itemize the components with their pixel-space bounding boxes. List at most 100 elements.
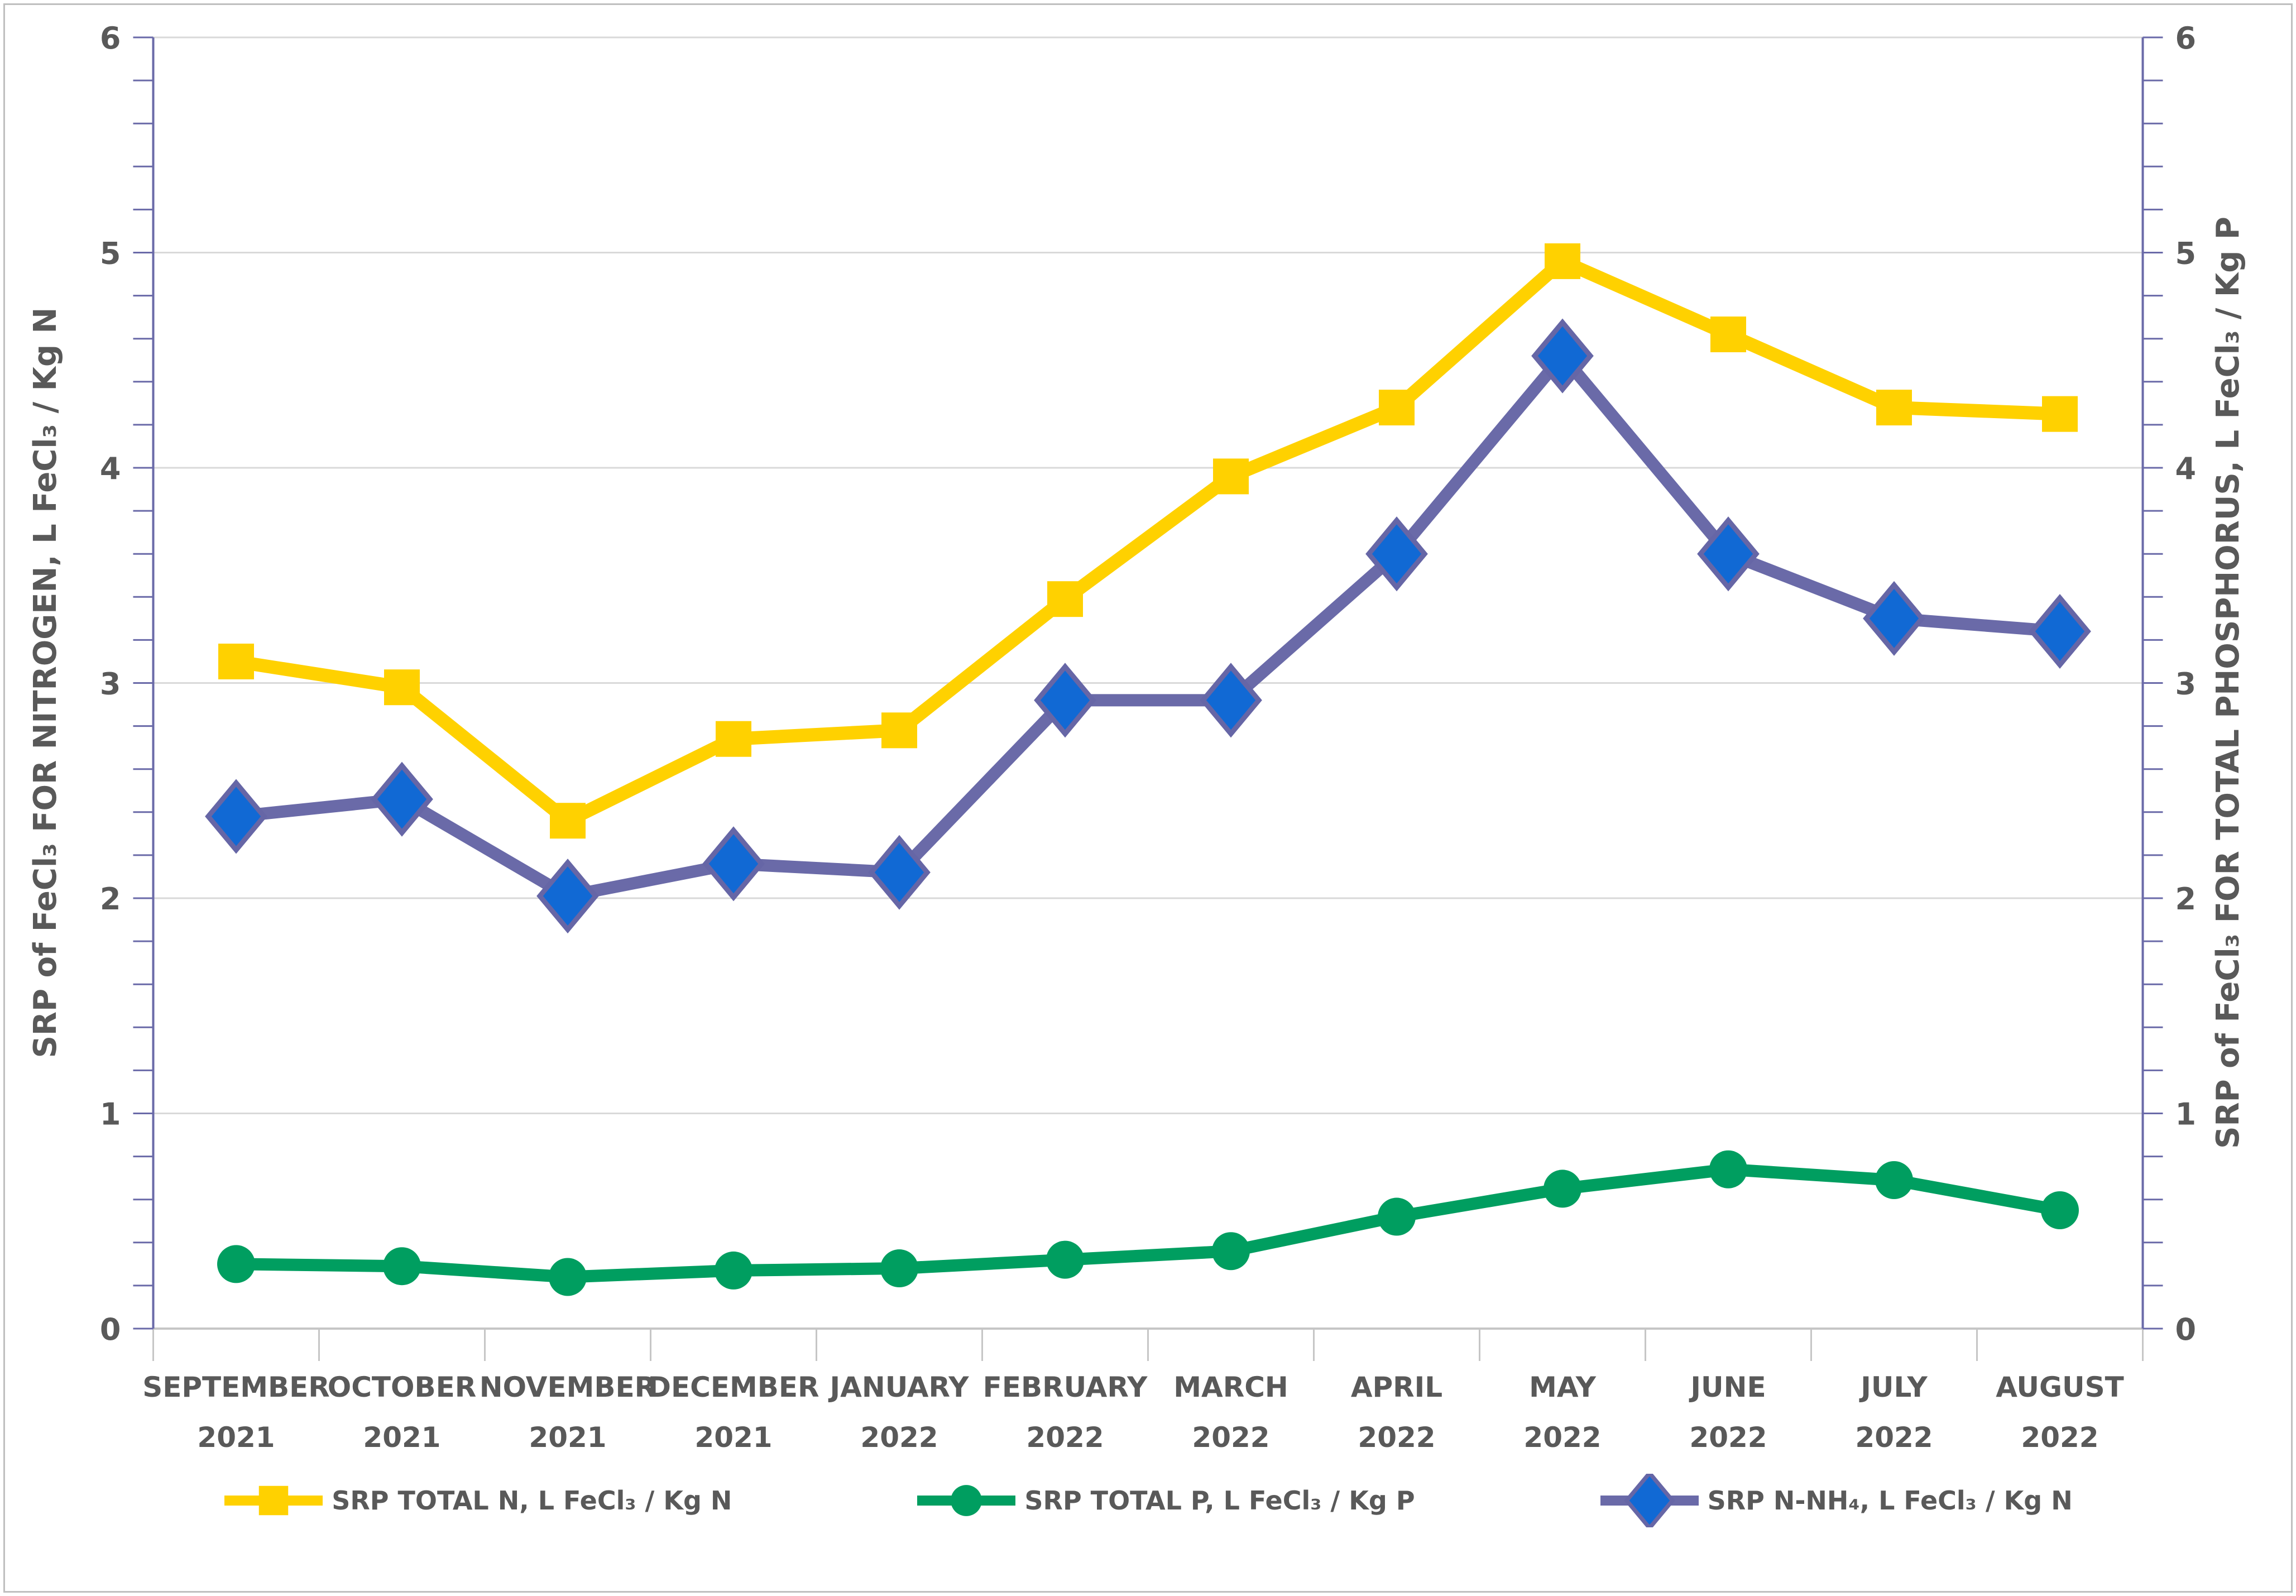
data-point-circle xyxy=(1544,1170,1581,1208)
data-point-square xyxy=(1047,581,1083,617)
x-axis-label-month: JANUARY xyxy=(828,1371,970,1403)
data-point-circle xyxy=(549,1258,587,1296)
series-1 xyxy=(218,243,2078,839)
data-point-diamond xyxy=(1531,318,1594,394)
y-axis-left-tick-label: 4 xyxy=(100,451,121,486)
y-axis-right-title: SRP of FeCl₃ FOR TOTAL PHOSPHORUS, L FeC… xyxy=(2210,217,2246,1149)
data-point-square xyxy=(384,669,420,706)
x-axis-label-month: JULY xyxy=(1859,1371,1928,1403)
x-axis-label-month: FEBRUARY xyxy=(983,1371,1148,1403)
legend-marker-circle-icon xyxy=(917,1485,1016,1516)
legend-item: SRP N-NH₄, L FeCl₃ / Kg N xyxy=(1599,1474,2073,1527)
y-axis-left-tick-label: 6 xyxy=(100,21,121,56)
series-layer xyxy=(205,243,2091,1296)
data-point-square xyxy=(881,712,917,749)
y-axis-right-tick-label: 6 xyxy=(2175,21,2197,56)
x-axis-label-year: 2022 xyxy=(1192,1421,1269,1454)
legend-label: SRP TOTAL P, L FeCl₃ / Kg P xyxy=(1024,1485,1415,1516)
x-axis-label-month: APRIL xyxy=(1351,1371,1442,1403)
legend-item: SRP TOTAL P, L FeCl₃ / Kg P xyxy=(916,1474,1415,1527)
chart-legend: SRP TOTAL N, L FeCl₃ / Kg N SRP TOTAL P, … xyxy=(0,1474,2296,1527)
data-point-square xyxy=(259,1485,289,1516)
x-axis-label-year: 2021 xyxy=(363,1421,440,1454)
data-point-circle xyxy=(1875,1161,1913,1200)
series-line xyxy=(230,1163,2066,1283)
x-axis-label-month: MARCH xyxy=(1173,1371,1288,1403)
x-axis-label-year: 2022 xyxy=(1855,1421,1933,1454)
data-point-diamond xyxy=(536,859,599,934)
y-axis-right-tick-label: 4 xyxy=(2175,451,2197,486)
x-axis-label-year: 2021 xyxy=(197,1421,275,1454)
x-axis-label-year: 2022 xyxy=(1358,1421,1435,1454)
data-point-circle xyxy=(951,1485,982,1516)
y-axis-right-tick-label: 5 xyxy=(2175,236,2197,271)
legend-item: SRP TOTAL N, L FeCl₃ / Kg N xyxy=(223,1474,732,1527)
x-axis-label-month: SEPTEMBER xyxy=(142,1371,330,1403)
x-axis-label-year: 2022 xyxy=(2021,1421,2098,1454)
data-point-circle xyxy=(217,1245,255,1283)
data-point-diamond xyxy=(1623,1474,1675,1527)
y-axis-left-tick-label: 0 xyxy=(100,1312,121,1347)
legend-marker-square-icon xyxy=(224,1485,323,1516)
legend-label: SRP N-NH₄, L FeCl₃ / Kg N xyxy=(1707,1485,2073,1516)
data-point-diamond xyxy=(2029,593,2091,669)
series-2 xyxy=(217,1150,2079,1296)
data-point-diamond xyxy=(702,826,765,902)
data-point-square xyxy=(716,721,751,757)
x-axis-label-month: OCTOBER xyxy=(328,1371,477,1403)
data-point-square xyxy=(1379,390,1415,426)
y-axis-left-title: SRP of FeCl₃ FOR NITROGEN, L FeCl₃ / Kg … xyxy=(27,308,64,1058)
legend-marker-diamond-icon xyxy=(1600,1474,1699,1527)
data-point-square xyxy=(550,803,586,839)
series-3 xyxy=(205,318,2091,934)
data-point-circle xyxy=(1046,1240,1084,1279)
data-point-square xyxy=(1876,390,1912,426)
x-axis-label-year: 2022 xyxy=(1523,1421,1601,1454)
axis-tick-labels: 0 0 1 1 2 2 3 3 4 4 5 5 6 6 xyxy=(100,21,2196,1347)
y-axis-right-tick-label: 0 xyxy=(2175,1312,2197,1347)
data-point-square xyxy=(218,643,254,679)
series-line xyxy=(230,349,2066,903)
y-axis-right-tick-label: 2 xyxy=(2175,881,2197,917)
x-axis-label-month: MAY xyxy=(1529,1371,1597,1403)
data-point-circle xyxy=(383,1247,421,1286)
y-axis-left-tick-label: 3 xyxy=(100,667,121,702)
y-axis-left-tick-label: 1 xyxy=(100,1097,121,1132)
x-axis-label-month: JUNE xyxy=(1689,1371,1766,1403)
series-line xyxy=(229,254,2067,828)
x-axis-label-month: DECEMBER xyxy=(648,1371,819,1403)
x-axis-label-year: 2021 xyxy=(529,1421,606,1454)
data-point-diamond xyxy=(1697,516,1760,592)
data-point-circle xyxy=(2041,1191,2079,1229)
data-point-diamond xyxy=(868,835,931,910)
data-point-square xyxy=(1213,458,1249,495)
data-point-diamond xyxy=(1863,581,1925,656)
data-point-diamond xyxy=(371,761,433,837)
y-axis-left-tick-label: 5 xyxy=(100,236,121,271)
data-point-square xyxy=(1545,243,1580,279)
x-axis-label-year: 2022 xyxy=(1026,1421,1104,1454)
data-point-circle xyxy=(715,1251,752,1290)
y-axis-right-tick-label: 3 xyxy=(2175,667,2197,702)
data-point-square xyxy=(2042,396,2078,432)
data-point-diamond xyxy=(1200,663,1262,738)
x-axis-label-month: AUGUST xyxy=(1996,1371,2124,1403)
data-point-diamond xyxy=(1034,663,1096,738)
x-axis-label-month: NOVEMBER xyxy=(480,1371,656,1403)
data-point-diamond xyxy=(205,779,267,854)
data-point-circle xyxy=(1378,1197,1416,1236)
x-axis-label-year: 2022 xyxy=(1689,1421,1767,1454)
x-axis-labels: SEPTEMBER 2021 OCTOBER 2021 NOVEMBER 2021 DECE… xyxy=(142,1371,2124,1454)
gridlines xyxy=(153,36,2143,1114)
axes xyxy=(133,36,2163,1361)
y-axis-left-tick-label: 2 xyxy=(100,881,121,917)
x-axis-label-year: 2022 xyxy=(860,1421,938,1454)
data-point-circle xyxy=(1709,1150,1747,1188)
data-point-circle xyxy=(1212,1232,1250,1271)
x-axis-label-year: 2021 xyxy=(694,1421,772,1454)
data-point-circle xyxy=(880,1249,918,1288)
legend-label: SRP TOTAL N, L FeCl₃ / Kg N xyxy=(332,1485,732,1516)
data-point-square xyxy=(1710,316,1746,352)
